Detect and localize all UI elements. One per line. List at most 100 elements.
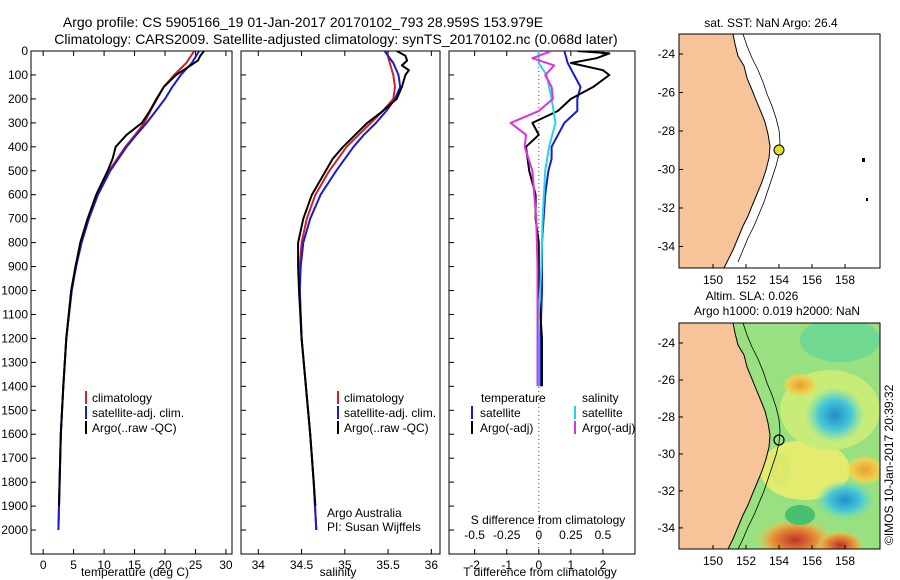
map-x-tick-label: 150 bbox=[703, 273, 723, 287]
sla-map-axes: 150 152 154 156 158 -24 -26 -28 -30 -32 -34 bbox=[658, 336, 856, 568]
legend-climatology: climatology bbox=[344, 391, 404, 405]
sst-map-title: sat. SST: NaN Argo: 26.4 bbox=[704, 16, 838, 30]
x-tick-label: 15 bbox=[128, 558, 142, 572]
x-tick-label: 0 bbox=[40, 558, 47, 572]
map-y-tick-label: -30 bbox=[658, 447, 676, 461]
x-tick-label: 5 bbox=[70, 558, 77, 572]
y-tick-label: 1300 bbox=[1, 355, 28, 369]
y-tick-label: 600 bbox=[8, 188, 28, 202]
legend-argo: Argo(..raw -QC) bbox=[344, 421, 429, 435]
x-tick-label: 35.5 bbox=[376, 558, 400, 572]
temperature-panel-frame bbox=[30, 50, 233, 555]
y-tick-label: 1600 bbox=[1, 427, 28, 441]
series-line-satellite-adj-clim- bbox=[298, 51, 402, 531]
x-tick-label: 30 bbox=[219, 558, 233, 572]
map-x-tick-label: 154 bbox=[769, 554, 789, 568]
difference-panel-frame bbox=[448, 50, 636, 555]
argo-float-marker bbox=[773, 144, 785, 156]
annotation-pi: PI: Susan Wijffels bbox=[327, 520, 421, 534]
x-tick-label: 10 bbox=[97, 558, 111, 572]
map-x-tick-label: 158 bbox=[835, 273, 855, 287]
y-tick-label: 1900 bbox=[1, 499, 28, 513]
legend-s-satellite: satellite bbox=[582, 406, 623, 420]
x-tick-label: 34 bbox=[252, 558, 266, 572]
map-y-tick-label: -34 bbox=[658, 239, 676, 253]
y-tick-label: 400 bbox=[8, 140, 28, 154]
y-tick-label: 500 bbox=[8, 164, 28, 178]
series-line-climatology bbox=[57, 51, 196, 531]
sla-map-title-line2: Argo h1000: 0.019 h2000: NaN bbox=[694, 304, 860, 318]
x-tick-label: 2 bbox=[600, 558, 607, 572]
map-y-tick-label: -24 bbox=[658, 47, 676, 61]
s-difference-tick-label: 0.5 bbox=[595, 528, 612, 542]
map-x-tick-label: 152 bbox=[736, 273, 756, 287]
y-tick-label: 700 bbox=[8, 212, 28, 226]
map-x-tick-label: 156 bbox=[802, 554, 822, 568]
map-x-tick-label: 154 bbox=[769, 273, 789, 287]
x-tick-label: 0 bbox=[535, 558, 542, 572]
s-difference-tick-label: 0 bbox=[535, 528, 542, 542]
map-x-tick-label: 152 bbox=[736, 554, 756, 568]
y-tick-label: 1000 bbox=[1, 284, 28, 298]
legend-satellite: satellite-adj. clim. bbox=[92, 406, 184, 420]
argo-float-marker-sla bbox=[773, 434, 785, 446]
legend-climatology: climatology bbox=[92, 391, 152, 405]
s-difference-tick-label: -0.5 bbox=[464, 528, 485, 542]
t-difference-xlabel: T difference from climatology bbox=[463, 565, 617, 579]
legend-salinity-header: salinity bbox=[582, 391, 619, 405]
temperature-panel: 0 5 10 15 20 25 300100200300400500600700800900… bbox=[1, 44, 233, 572]
x-tick-label: 25 bbox=[189, 558, 203, 572]
temperature-xlabel: temperature (deg C) bbox=[81, 565, 189, 579]
y-tick-label: 1500 bbox=[1, 403, 28, 417]
y-tick-label: 2000 bbox=[1, 523, 28, 537]
x-tick-label: 34.5 bbox=[290, 558, 314, 572]
x-tick-label: -1 bbox=[501, 558, 512, 572]
isobath-line bbox=[737, 323, 781, 549]
imos-watermark: ©IMOS 10-Jan-2017 20:39:32 bbox=[882, 384, 896, 545]
sst-map-axes: 150 152 154 156 158 -24 -26 -28 -30 -32 -34 bbox=[658, 47, 856, 287]
legend-s-argo: Argo(-adj) bbox=[582, 421, 635, 435]
temperature-legend: climatology satellite-adj. clim. Argo(..… bbox=[85, 391, 184, 435]
y-tick-label: 900 bbox=[8, 260, 28, 274]
map-y-tick-label: -30 bbox=[658, 162, 676, 176]
s-difference-tick-label: -0.25 bbox=[493, 528, 521, 542]
land-mass bbox=[679, 323, 771, 549]
salinity-panel: 34 34.5 35 35.5 36 bbox=[241, 50, 438, 572]
difference-legend: temperature satellite Argo(-adj) salinit… bbox=[471, 391, 636, 527]
x-tick-label: 1 bbox=[568, 558, 575, 572]
t-diff-line-argo-adj- bbox=[525, 51, 611, 387]
difference-panel: -2 -1 0 1 2 -0.5 -0.25 0 0.25 0.5 bbox=[449, 50, 612, 572]
map-y-tick-label: -28 bbox=[658, 410, 676, 424]
legend-satellite: satellite-adj. clim. bbox=[344, 406, 436, 420]
land-mass bbox=[679, 34, 771, 268]
y-tick-label: 1400 bbox=[1, 379, 28, 393]
y-tick-label: 1800 bbox=[1, 475, 28, 489]
series-line-satellite-adj-clim- bbox=[57, 51, 200, 531]
y-tick-label: 800 bbox=[8, 236, 28, 250]
series-group bbox=[509, 51, 611, 387]
y-tick-label: 1200 bbox=[1, 331, 28, 345]
s-difference-axis-label: S difference from climatology bbox=[471, 513, 626, 527]
sla-map bbox=[679, 323, 880, 549]
map-x-tick-label: 150 bbox=[703, 554, 723, 568]
s-diff-line-satellite bbox=[537, 51, 557, 387]
t-diff-line-satellite bbox=[539, 51, 582, 387]
y-tick-label: 1700 bbox=[1, 451, 28, 465]
s-difference-tick-label: 0.25 bbox=[559, 528, 583, 542]
map-y-tick-label: -28 bbox=[658, 124, 676, 138]
x-tick-label: 20 bbox=[158, 558, 172, 572]
legend-t-satellite: satellite bbox=[480, 406, 521, 420]
legend-t-argo: Argo(-adj) bbox=[480, 421, 533, 435]
map-x-tick-label: 156 bbox=[802, 273, 822, 287]
y-tick-label: 200 bbox=[8, 92, 28, 106]
y-tick-label: 300 bbox=[8, 116, 28, 130]
x-tick-label: -2 bbox=[469, 558, 480, 572]
y-tick-label: 1100 bbox=[2, 307, 28, 321]
salinity-xlabel: salinity bbox=[320, 565, 357, 579]
series-group bbox=[297, 51, 410, 531]
map-y-tick-label: -26 bbox=[658, 85, 676, 99]
map-y-tick-label: -26 bbox=[658, 373, 676, 387]
salinity-legend: climatology satellite-adj. clim. Argo(..… bbox=[327, 391, 436, 534]
y-tick-label: 0 bbox=[21, 44, 28, 58]
